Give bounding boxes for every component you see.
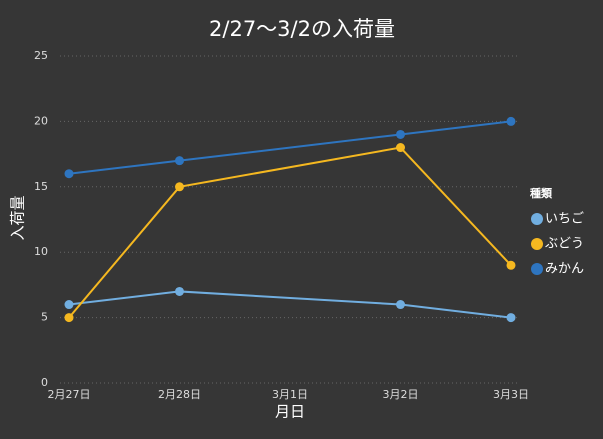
series-line — [68, 146, 512, 319]
data-point — [506, 116, 516, 126]
y-tick-label: 15 — [34, 180, 48, 193]
data-point — [506, 260, 516, 270]
legend-marker — [531, 238, 543, 250]
y-tick-label: 10 — [34, 245, 48, 258]
data-point — [175, 182, 184, 192]
data-point — [175, 156, 184, 166]
data-point — [396, 129, 405, 139]
legend-label: いちご — [545, 211, 584, 227]
y-tick-label: 20 — [34, 114, 48, 127]
legend-label: ぶどう — [545, 237, 584, 252]
data-point — [396, 300, 405, 310]
x-tick-label: 2月27日 — [48, 388, 91, 401]
legend-marker — [531, 263, 543, 275]
x-tick-label: 3月1日 — [272, 388, 308, 401]
x-axis-label: 月日 — [275, 403, 305, 421]
data-point — [396, 143, 405, 153]
legend-title: 種類 — [530, 186, 553, 200]
x-tick-label: 2月28日 — [158, 388, 201, 401]
y-tick-label: 0 — [41, 376, 48, 389]
series-line — [68, 120, 512, 175]
chart-title: 2/27〜3/2の入荷量 — [209, 17, 395, 41]
data-point — [64, 169, 74, 179]
x-tick-label: 3月2日 — [383, 388, 419, 401]
y-tick-label: 25 — [34, 49, 48, 62]
series-line — [68, 290, 512, 319]
y-tick-label: 5 — [41, 311, 48, 324]
data-point — [64, 300, 74, 310]
legend-label: みかん — [545, 262, 584, 277]
legend-marker — [531, 213, 543, 225]
y-axis-label: 入荷量 — [9, 195, 27, 240]
x-tick-label: 3月3日 — [493, 388, 529, 401]
data-point — [64, 313, 74, 323]
data-point — [175, 286, 184, 296]
data-point — [506, 313, 516, 323]
